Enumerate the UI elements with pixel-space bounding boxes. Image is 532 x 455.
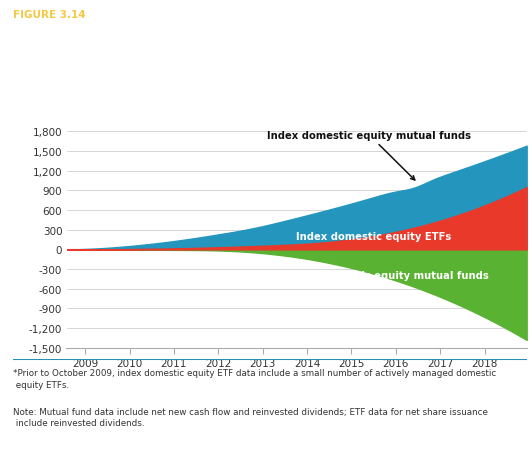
Text: Index domestic equity mutual funds: Index domestic equity mutual funds <box>267 131 471 181</box>
Text: Actively managed domestic equity mutual funds: Actively managed domestic equity mutual … <box>214 270 488 280</box>
Text: Index domestic equity ETFs: Index domestic equity ETFs <box>296 232 451 242</box>
Text: Cumulative flows to domestic equity mutual funds and net share issuance of index: Cumulative flows to domestic equity mutu… <box>13 76 454 97</box>
Text: Note: Mutual fund data include net new cash flow and reinvested dividends; ETF d: Note: Mutual fund data include net new c… <box>13 407 488 427</box>
Text: *Prior to October 2009, index domestic equity ETF data include a small number of: *Prior to October 2009, index domestic e… <box>13 369 496 389</box>
Text: FIGURE 3.14: FIGURE 3.14 <box>13 10 86 20</box>
Text: Some of the Outflows from Domestic Equity Mutual Funds Have Gone to ETFs: Some of the Outflows from Domestic Equit… <box>13 35 511 46</box>
